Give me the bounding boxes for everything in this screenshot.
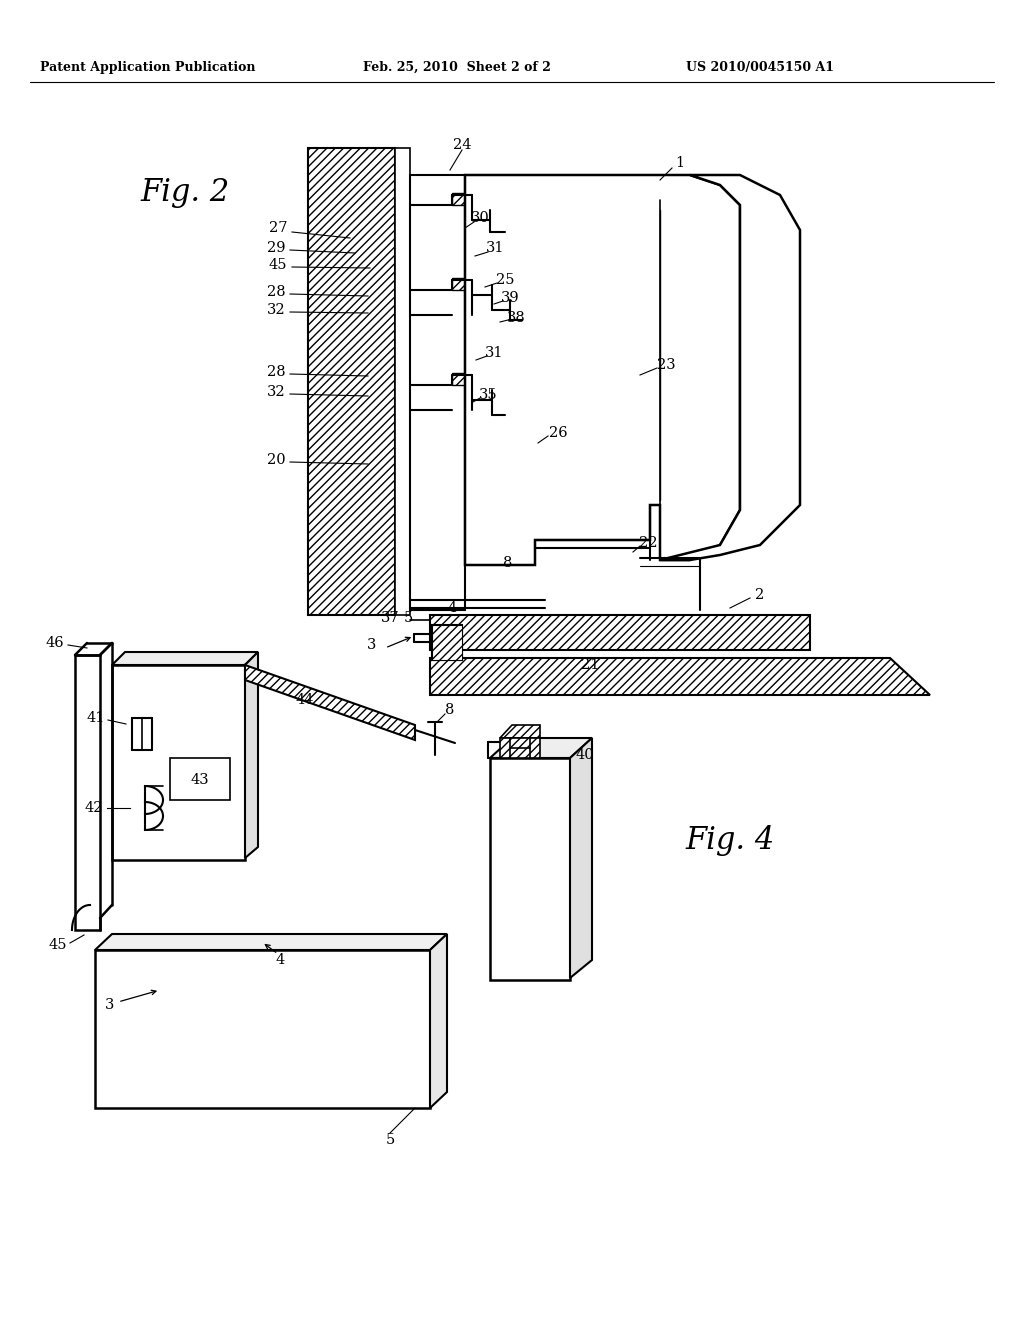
Polygon shape xyxy=(465,176,740,565)
Text: 32: 32 xyxy=(266,304,286,317)
Text: 29: 29 xyxy=(266,242,286,255)
Polygon shape xyxy=(500,725,540,738)
Polygon shape xyxy=(245,665,415,741)
Text: 45: 45 xyxy=(49,939,68,952)
Text: 31: 31 xyxy=(485,242,504,255)
Polygon shape xyxy=(660,176,800,560)
Text: 46: 46 xyxy=(46,636,65,649)
Text: 30: 30 xyxy=(471,211,489,224)
Text: 5: 5 xyxy=(385,1133,394,1147)
Polygon shape xyxy=(570,738,592,978)
Text: 24: 24 xyxy=(453,139,471,152)
Text: 20: 20 xyxy=(266,453,286,467)
Text: Fig. 2: Fig. 2 xyxy=(140,177,229,209)
Bar xyxy=(410,176,465,610)
Text: 45: 45 xyxy=(268,257,288,272)
Polygon shape xyxy=(95,935,447,950)
Text: Patent Application Publication: Patent Application Publication xyxy=(40,61,256,74)
Polygon shape xyxy=(75,655,100,931)
Polygon shape xyxy=(430,935,447,1107)
Polygon shape xyxy=(452,279,472,290)
Polygon shape xyxy=(430,657,930,696)
Text: 28: 28 xyxy=(266,366,286,379)
Polygon shape xyxy=(308,148,395,615)
Polygon shape xyxy=(170,758,230,800)
Text: 44: 44 xyxy=(296,693,314,708)
Polygon shape xyxy=(452,374,472,385)
Polygon shape xyxy=(95,950,430,1107)
Polygon shape xyxy=(430,615,810,649)
Text: 37: 37 xyxy=(381,611,399,624)
Text: 28: 28 xyxy=(266,285,286,300)
Text: 40: 40 xyxy=(575,748,594,762)
Text: 39: 39 xyxy=(501,290,519,305)
Polygon shape xyxy=(432,624,462,660)
Polygon shape xyxy=(490,758,570,979)
Text: 23: 23 xyxy=(656,358,675,372)
Polygon shape xyxy=(490,738,592,758)
Text: 38: 38 xyxy=(507,312,525,325)
Text: 21: 21 xyxy=(581,657,599,672)
Text: 8: 8 xyxy=(504,556,513,570)
Text: US 2010/0045150 A1: US 2010/0045150 A1 xyxy=(686,61,834,74)
Polygon shape xyxy=(112,665,245,861)
Text: 25: 25 xyxy=(496,273,514,286)
Text: 5: 5 xyxy=(403,611,413,624)
Text: 31: 31 xyxy=(484,346,503,360)
Bar xyxy=(395,148,410,615)
Text: 43: 43 xyxy=(190,774,209,787)
Polygon shape xyxy=(500,738,540,758)
Polygon shape xyxy=(112,652,258,665)
Text: 4: 4 xyxy=(275,953,285,968)
Text: 32: 32 xyxy=(266,385,286,399)
Text: Feb. 25, 2010  Sheet 2 of 2: Feb. 25, 2010 Sheet 2 of 2 xyxy=(364,61,551,74)
Text: 35: 35 xyxy=(478,388,498,403)
Text: 26: 26 xyxy=(549,426,567,440)
Text: 3: 3 xyxy=(368,638,377,652)
Text: 2: 2 xyxy=(756,587,765,602)
Bar xyxy=(432,624,462,660)
Text: 1: 1 xyxy=(676,156,685,170)
Polygon shape xyxy=(245,652,258,858)
Text: 27: 27 xyxy=(268,220,288,235)
Text: 8: 8 xyxy=(445,704,455,717)
Text: 22: 22 xyxy=(639,536,657,550)
Text: 4: 4 xyxy=(447,601,457,615)
Text: 42: 42 xyxy=(85,801,103,814)
Text: Fig. 4: Fig. 4 xyxy=(685,825,774,855)
Text: 41: 41 xyxy=(87,711,105,725)
Text: 3: 3 xyxy=(105,998,115,1012)
Polygon shape xyxy=(452,193,472,205)
